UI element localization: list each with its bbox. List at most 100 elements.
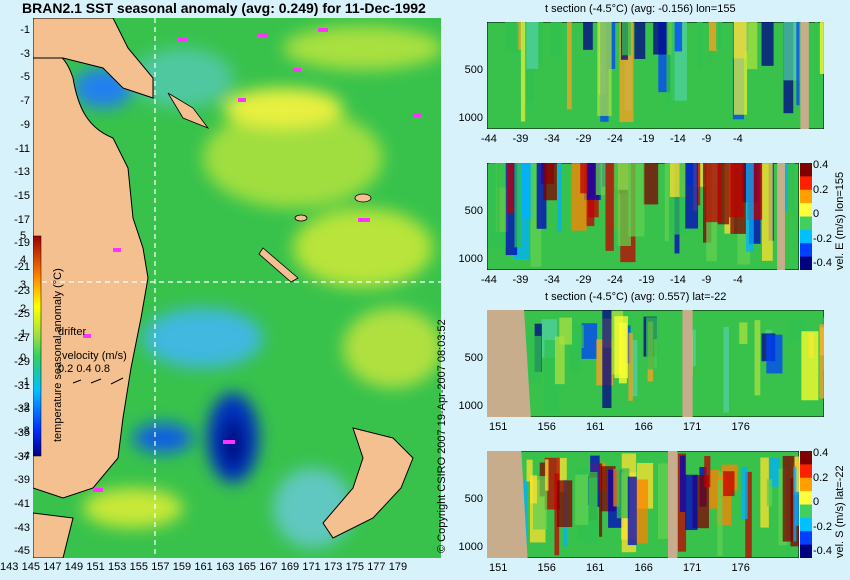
colorbar-tick: 4: [20, 254, 27, 267]
section-stripe: [696, 163, 701, 206]
colorbar-tick: 1: [20, 327, 27, 340]
section-stripe: [628, 332, 633, 401]
section-stripe: [554, 473, 560, 556]
section-stripe: [556, 480, 573, 528]
map-title: BRAN2.1 SST seasonal anomaly (avg: 0.249…: [22, 0, 426, 16]
colorbar-tick: 2: [20, 303, 27, 316]
lon-tick: 179: [388, 561, 408, 573]
section-x-tick: -44: [481, 274, 497, 286]
velocity-colorbar-tick: 0: [813, 208, 820, 220]
section-stripe: [507, 163, 515, 214]
section-coast-mask: [487, 451, 528, 558]
lon-tick: 161: [194, 561, 213, 573]
section-x-tick: 161: [586, 562, 605, 574]
lon-tick: 175: [345, 561, 364, 573]
section-stripe: [575, 474, 589, 525]
section-title: t section (-4.5°C) (avg: 0.557) lat=-22: [545, 291, 727, 303]
section-stripe: [489, 163, 506, 248]
section-heatmap: [487, 451, 799, 558]
section-stripe: [646, 317, 660, 370]
section-stripe: [761, 22, 774, 66]
section-stripe: [795, 469, 799, 526]
velocity-colorbar-tick: 0.4: [813, 447, 829, 459]
section-stripe: [530, 163, 542, 267]
section-stripe: [615, 163, 631, 247]
lon-axis: 143 145 147 149 151 153 155 157 159 161 163 165 167 1…: [0, 561, 445, 577]
velocity-label: velocity (m/s): [62, 350, 127, 362]
colorbar-tick: -3: [20, 425, 30, 438]
lat-tick: -35: [14, 426, 30, 439]
lon-tick: 145: [21, 561, 40, 573]
section-stripe: [658, 22, 670, 93]
lon-tick: 171: [302, 561, 321, 573]
drifter-key-marker: [83, 334, 91, 338]
section-stripe: [616, 468, 630, 519]
lon-tick: 151: [86, 561, 105, 573]
section-stripe: [632, 339, 638, 397]
section-x-tick: 166: [634, 562, 653, 574]
section-x-tick: 166: [634, 421, 653, 433]
section-stripe: [696, 22, 703, 69]
drifter-markers: [93, 28, 421, 492]
section-stripe: [745, 471, 752, 558]
section-stripe: [708, 22, 718, 51]
section-stripe: [653, 22, 668, 55]
section-x-tick: 176: [731, 562, 750, 574]
anomaly-patches: [73, 26, 441, 548]
section-stripe: [567, 22, 572, 110]
section-stripe: [581, 323, 598, 359]
section-stripe: [717, 479, 723, 556]
section-stripe: [709, 469, 720, 509]
velocity-values: 0.2 0.4 0.8: [58, 363, 110, 375]
colorbar-label: temperature seasonal anomaly (°C): [52, 268, 64, 442]
section-stripe: [815, 22, 819, 118]
section-stripe: [526, 22, 539, 69]
velocity-key-arrows: [72, 377, 124, 385]
section-stripe: [516, 22, 522, 50]
section-land-mask: [682, 310, 693, 417]
section-stripe: [583, 22, 593, 50]
section-stripe: [554, 336, 565, 385]
lon-tick: 155: [129, 561, 148, 573]
section-stripe: [783, 22, 800, 81]
section-land-mask: [777, 163, 785, 270]
section-stripe: [627, 476, 637, 546]
velocity-colorbar-tick: 0.2: [813, 471, 829, 484]
velocity-colorbar-label: vel. E (m/s) lon=155: [834, 171, 846, 270]
lat-tick: -19: [14, 237, 30, 250]
section-stripe: [766, 479, 773, 507]
section-stripe: [526, 459, 533, 482]
section-stripe: [657, 463, 668, 539]
section-stripe: [550, 22, 562, 58]
lat-tick: -33: [14, 403, 30, 416]
island-group: [167, 92, 372, 283]
section-x-tick: -34: [544, 274, 560, 286]
section-stripe: [740, 466, 748, 519]
section-stripe: [605, 163, 614, 251]
lat-tick: -7: [20, 95, 30, 108]
section-x-tick: -9: [701, 274, 712, 286]
section-stripe: [723, 326, 729, 413]
section-stripe: [793, 466, 797, 542]
section-stripe: [514, 163, 522, 248]
section-x-tick: -39: [512, 274, 529, 286]
section-stripe: [569, 337, 581, 373]
section-x-tick: -4: [733, 133, 743, 145]
section-x-tick: -4: [733, 274, 743, 286]
section-y-tick: 1000: [458, 541, 483, 553]
new-zealand-land: [322, 427, 414, 539]
lon-tick: 159: [172, 561, 192, 573]
section-x-tick: -39: [512, 133, 529, 145]
section-stripe: [618, 322, 627, 384]
lon-tick: 173: [324, 561, 343, 573]
section-stripe: [746, 163, 754, 252]
lat-tick: -13: [14, 166, 30, 179]
section-stripe: [634, 22, 646, 59]
section-x-tick: 156: [537, 562, 556, 574]
section-y-tick: 500: [464, 64, 483, 76]
section-stripe: [769, 457, 780, 487]
section-stripe: [588, 472, 598, 536]
section-land-mask: [667, 451, 678, 558]
section-stripe: [613, 468, 620, 507]
section-stripe: [705, 163, 722, 223]
